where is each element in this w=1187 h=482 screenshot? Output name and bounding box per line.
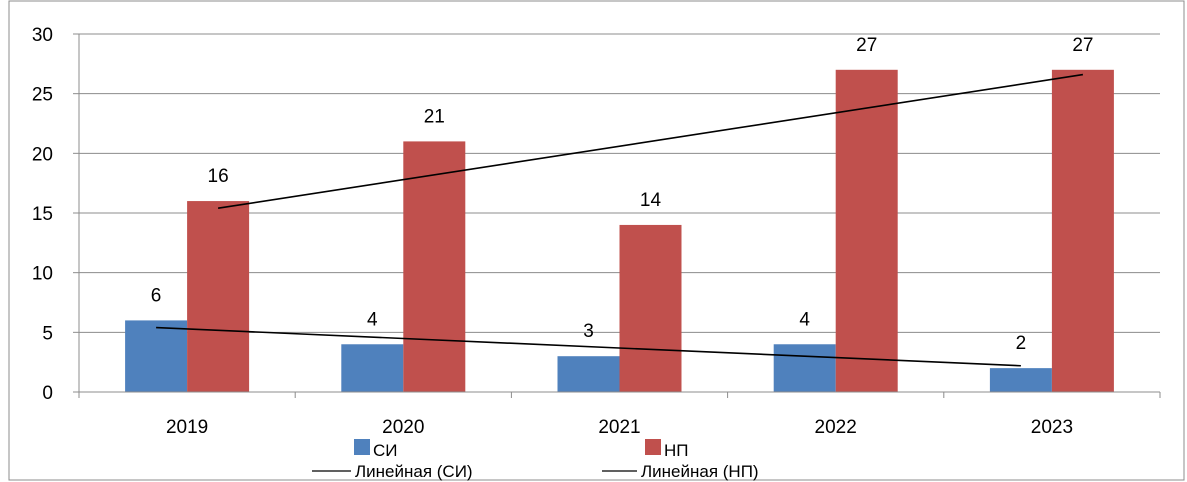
data-label: 14: [640, 190, 662, 211]
data-labels: 6 4 3 4 2 16 21 14 27 27: [151, 35, 1094, 354]
x-tick-label: 2021: [598, 417, 640, 438]
legend-label: Линейная (СИ): [355, 462, 473, 481]
bar: [187, 201, 250, 392]
y-tick-label: 10: [32, 264, 53, 285]
data-label: 16: [208, 166, 229, 187]
x-tick-label: 2022: [815, 417, 857, 438]
y-tick-label: 30: [32, 25, 53, 46]
trendlines: [156, 73, 1084, 367]
data-label: 27: [1072, 35, 1093, 56]
bar: [125, 320, 188, 392]
bar: [835, 69, 898, 393]
bar: [989, 368, 1052, 392]
data-label: 4: [799, 309, 810, 330]
chart-border: [8, 0, 1185, 481]
data-label: 4: [367, 309, 378, 330]
gridlines: [79, 33, 1160, 333]
bar: [773, 344, 836, 392]
legend-label: СИ: [373, 441, 398, 460]
bars: [125, 69, 1114, 393]
trendline: [217, 73, 1084, 210]
y-tick-label: 25: [32, 85, 53, 106]
bar: [341, 344, 404, 392]
y-tick-label: 5: [42, 323, 53, 344]
legend-label: НП: [664, 441, 689, 460]
x-tick-label: 2020: [382, 417, 424, 438]
y-tick-label: 0: [42, 383, 53, 404]
legend-swatch: [645, 439, 661, 455]
data-label: 2: [1016, 333, 1027, 354]
trendline: [156, 326, 1021, 367]
y-tick-label: 15: [32, 204, 53, 225]
axes: 0 5 10 15 20 25 30 2019 2020 2021 2022 2023: [32, 25, 1161, 438]
legend-swatch: [354, 439, 370, 455]
bar: [619, 224, 682, 392]
legend: СИ НП Линейная (СИ) Линейная (НП): [312, 439, 759, 481]
data-label: 27: [856, 35, 877, 56]
y-tick-label: 20: [32, 144, 53, 165]
bar: [557, 356, 620, 392]
x-tick-label: 2019: [166, 417, 208, 438]
data-label: 21: [424, 106, 445, 127]
bar: [403, 141, 466, 392]
bar: [1051, 69, 1114, 393]
data-label: 3: [583, 321, 594, 342]
x-tick-label: 2023: [1031, 417, 1073, 438]
legend-label: Линейная (НП): [641, 462, 759, 481]
data-label: 6: [151, 285, 162, 306]
